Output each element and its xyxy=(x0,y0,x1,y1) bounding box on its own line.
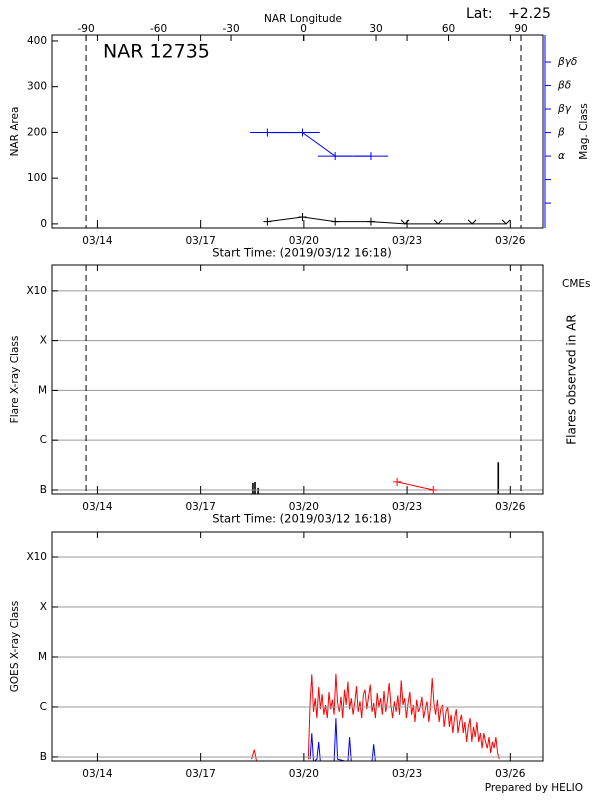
bar xyxy=(497,462,500,494)
plot-area xyxy=(252,462,500,494)
x-axis-title: Start Time: (2019/03/12 16:18) xyxy=(212,512,391,526)
y-axis-title: GOES X-ray Class xyxy=(9,601,21,692)
y2-tick-label: βγδ xyxy=(557,56,577,68)
marker xyxy=(501,219,511,225)
y-axis-title: Flare X-ray Class xyxy=(9,336,21,424)
x2-tick-label: 90 xyxy=(514,23,527,35)
marker xyxy=(433,219,443,225)
x2-tick-label: 0 xyxy=(300,23,307,35)
marker xyxy=(331,217,340,226)
y-tick-label: B xyxy=(40,751,47,763)
y-tick-label: 400 xyxy=(27,35,47,47)
y2-axis-title: Flares observed in AR xyxy=(565,314,579,444)
series-line xyxy=(267,132,371,157)
x2-tick-label: 60 xyxy=(442,23,455,35)
x-tick-label: 03/26 xyxy=(495,768,526,780)
series-line xyxy=(251,749,258,761)
marker xyxy=(393,477,402,486)
y-axis-title: NAR Area xyxy=(9,107,21,157)
y2-tick-label: β xyxy=(557,127,565,139)
y-tick-label: M xyxy=(38,651,47,663)
series-line xyxy=(267,216,507,225)
x2-tick-label: 30 xyxy=(369,23,382,35)
x-tick-label: 03/20 xyxy=(289,235,319,247)
y-tick-label: M xyxy=(38,384,47,396)
series-line xyxy=(396,481,434,491)
x-tick-label: 03/23 xyxy=(392,768,422,780)
plot-area xyxy=(251,673,500,761)
x-tick-label: 03/26 xyxy=(495,501,526,513)
x2-tick-label: -90 xyxy=(77,23,94,35)
y2-tick-label: βγ xyxy=(557,103,572,115)
x-tick-label: 03/17 xyxy=(186,501,216,513)
y-tick-label: X xyxy=(40,335,47,347)
y-tick-label: C xyxy=(40,701,47,713)
y-tick-label: 0 xyxy=(40,218,47,230)
bar xyxy=(252,483,254,494)
y2-tick-label: α xyxy=(558,150,565,162)
y-tick-label: B xyxy=(40,484,47,496)
marker xyxy=(467,219,477,225)
x-tick-label: 03/23 xyxy=(392,235,422,247)
x2-tick-label: -60 xyxy=(150,23,167,35)
bar xyxy=(257,487,259,494)
x-tick-label: 03/20 xyxy=(289,768,319,780)
marker xyxy=(298,213,307,222)
x-tick-label: 03/14 xyxy=(82,235,113,247)
x-tick-label: 03/26 xyxy=(495,235,526,247)
plot-area xyxy=(267,132,507,225)
x2-tick-label: -30 xyxy=(222,23,239,35)
frame xyxy=(51,531,544,762)
y2-axis-title: Mag. Class xyxy=(578,103,590,159)
bar xyxy=(254,481,256,494)
y2-tick-label: βδ xyxy=(557,80,571,92)
y-tick-label: C xyxy=(40,434,47,446)
lat-label: Lat: xyxy=(466,6,493,22)
marker xyxy=(429,485,438,494)
x-tick-label: 03/17 xyxy=(186,235,216,247)
x-tick-label: 03/14 xyxy=(82,768,113,780)
y-tick-label: X10 xyxy=(26,551,47,563)
footer: Prepared by HELIO xyxy=(485,782,583,794)
x-tick-label: 03/17 xyxy=(186,768,216,780)
lat-value: +2.25 xyxy=(508,6,551,22)
x-tick-label: 03/23 xyxy=(392,501,422,513)
series-line xyxy=(309,718,376,761)
y-tick-label: 300 xyxy=(27,81,47,93)
y-tick-label: 200 xyxy=(27,126,47,138)
frame xyxy=(51,264,544,495)
marker xyxy=(366,217,375,226)
x-tick-label: 03/20 xyxy=(289,501,319,513)
y-tick-label: X10 xyxy=(26,285,47,297)
x-tick-label: 03/14 xyxy=(82,501,113,513)
x-axis-title: Start Time: (2019/03/12 16:18) xyxy=(212,246,391,260)
y-tick-label: X xyxy=(40,601,47,613)
frame xyxy=(51,34,544,229)
series-line xyxy=(307,673,500,760)
legend-label: CMEs xyxy=(562,278,591,290)
panel-title: NAR 12735 xyxy=(103,41,210,63)
marker xyxy=(263,217,272,226)
marker xyxy=(400,219,410,225)
x2-axis-title: NAR Longitude xyxy=(264,13,342,25)
y-tick-label: 100 xyxy=(27,172,47,184)
